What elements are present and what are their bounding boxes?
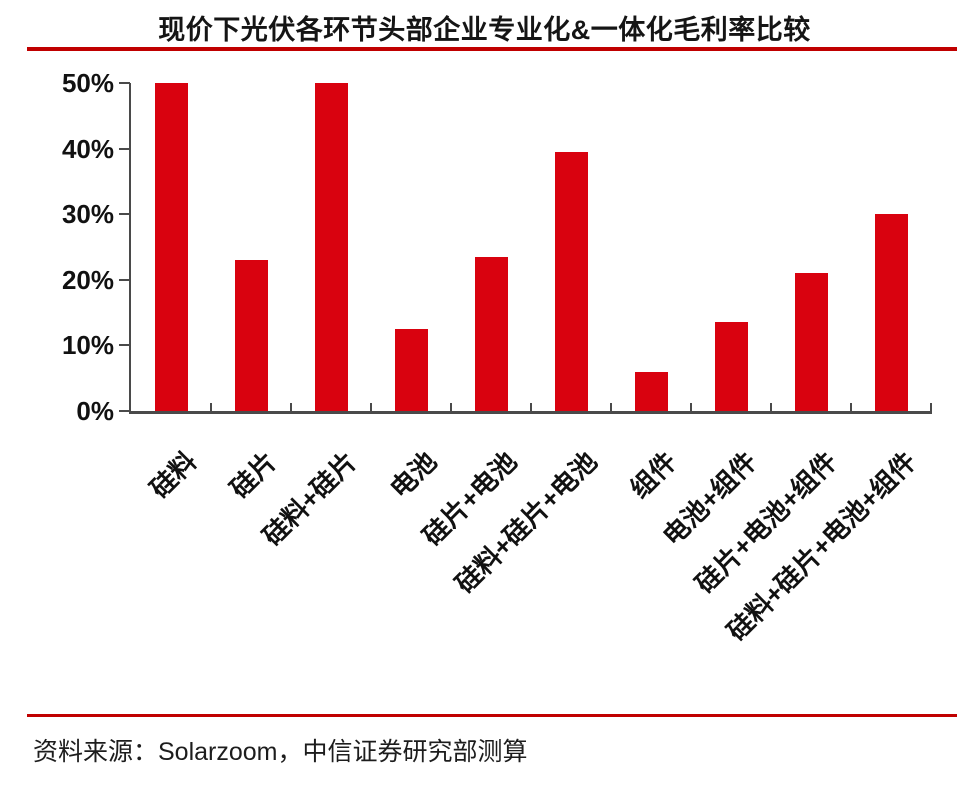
x-axis-tick xyxy=(930,403,932,412)
y-axis-tick xyxy=(119,213,130,216)
bar xyxy=(714,322,748,411)
x-axis-tick xyxy=(450,403,452,412)
x-category-label: 硅片+电池+组件 xyxy=(689,446,843,600)
x-category-label: 电池 xyxy=(384,446,443,504)
x-axis-tick xyxy=(610,403,612,412)
bar xyxy=(154,83,188,411)
y-axis-tick-label: 30% xyxy=(61,199,114,230)
y-axis-tick-label: 50% xyxy=(61,68,114,98)
x-axis-line xyxy=(129,411,932,414)
bar-chart: 0% 10% 20% 30% 40% 50% 硅料 硅片 硅料+硅片 电池 硅片+电池 硅料+硅片+电… xyxy=(61,68,932,647)
x-axis-tick xyxy=(690,403,692,412)
title-divider xyxy=(27,47,957,51)
y-axis-tick xyxy=(119,82,130,84)
x-axis-tick xyxy=(370,403,372,412)
y-axis-tick-label: 10% xyxy=(61,330,114,361)
x-category-label: 硅片 xyxy=(224,446,283,504)
x-axis-tick xyxy=(290,403,292,412)
bar xyxy=(794,273,828,411)
x-axis-tick xyxy=(770,403,772,412)
bar xyxy=(234,260,268,411)
y-axis-tick xyxy=(119,278,130,281)
bar xyxy=(634,372,668,411)
y-axis-line xyxy=(129,83,131,413)
y-axis-tick xyxy=(119,344,130,347)
footer-divider xyxy=(27,714,957,717)
bar xyxy=(394,329,428,411)
x-category-label: 组件 xyxy=(624,446,683,504)
x-axis-tick xyxy=(850,403,852,412)
y-axis-tick-label: 0% xyxy=(76,396,114,426)
y-axis-tick xyxy=(119,410,130,412)
y-axis-tick-label: 20% xyxy=(61,264,114,295)
x-category-label: 硅料 xyxy=(144,446,203,504)
bar xyxy=(554,152,588,411)
y-axis-tick xyxy=(119,147,130,150)
bar xyxy=(314,83,348,411)
source-note: 资料来源：Solarzoom，中信证券研究部测算 xyxy=(33,738,528,766)
bar xyxy=(874,214,908,411)
x-axis-tick xyxy=(530,403,532,412)
y-axis-tick-label: 40% xyxy=(61,133,114,164)
chart-title: 现价下光伏各环节头部企业专业化&一体化毛利率比较 xyxy=(158,15,811,45)
bar xyxy=(474,257,508,411)
x-category-label: 硅料+硅片+电池 xyxy=(449,446,603,600)
x-axis-tick xyxy=(210,403,212,412)
